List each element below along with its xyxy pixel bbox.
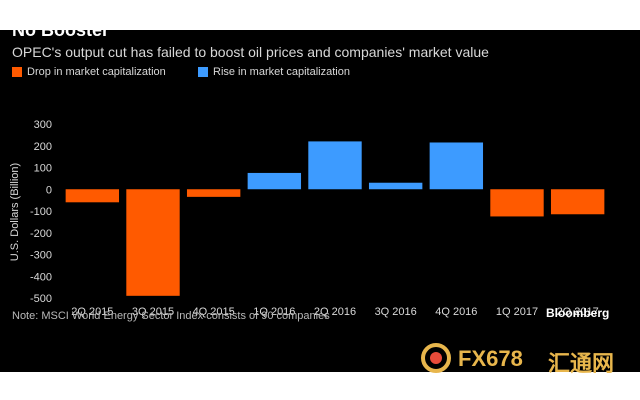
bar-1q-2017 bbox=[490, 189, 544, 217]
brand-logo: Bloomberg bbox=[546, 306, 610, 320]
bar-3q-2015 bbox=[126, 189, 180, 296]
y-tick-label: -200 bbox=[30, 228, 52, 240]
bar-4q-2016 bbox=[429, 142, 484, 190]
legend-label-drop: Drop in market capitalization bbox=[27, 66, 166, 78]
x-tick-label: 1Q 2017 bbox=[496, 306, 538, 318]
x-tick-label: 2Q 2015 bbox=[71, 306, 113, 318]
watermark-text: FX678 bbox=[458, 346, 523, 371]
y-tick-label: 100 bbox=[34, 163, 52, 175]
bar-2q-2015 bbox=[65, 189, 120, 203]
bar-1q-2016 bbox=[247, 172, 302, 190]
y-tick-label: -300 bbox=[30, 250, 52, 262]
chart-subtitle: OPEC's output cut has failed to boost oi… bbox=[12, 44, 489, 60]
x-tick-label: 4Q 2016 bbox=[435, 306, 477, 318]
y-tick-label: -500 bbox=[30, 293, 52, 305]
x-tick-label: 4Q 2015 bbox=[193, 306, 235, 318]
legend-swatch-rise bbox=[198, 67, 208, 77]
legend-label-rise: Rise in market capitalization bbox=[213, 66, 350, 78]
x-tick-label: 1Q 2016 bbox=[253, 306, 295, 318]
legend-item-rise: Rise in market capitalization bbox=[198, 66, 350, 78]
chart-title: No Booster bbox=[12, 20, 110, 40]
footer-note: Note: MSCI World Energy Sector Index con… bbox=[12, 310, 330, 322]
watermark-logo-icon bbox=[420, 342, 452, 379]
bar-3q-2016 bbox=[368, 182, 423, 190]
y-tick-label: 0 bbox=[46, 184, 52, 196]
legend-swatch-drop bbox=[12, 67, 22, 77]
legend-item-drop: Drop in market capitalization bbox=[12, 66, 166, 78]
y-tick-label: 300 bbox=[34, 119, 52, 131]
watermark-cn: 汇通网 bbox=[548, 351, 615, 376]
bar-4q-2015 bbox=[186, 189, 241, 197]
x-tick-label: 3Q 2015 bbox=[132, 306, 174, 318]
x-tick-label: 2Q 2016 bbox=[314, 306, 356, 318]
y-tick-label: -400 bbox=[30, 271, 52, 283]
bar-2q-2016 bbox=[308, 141, 362, 190]
x-tick-label: 3Q 2016 bbox=[375, 306, 417, 318]
bar-2q-2017 bbox=[550, 189, 605, 215]
x-tick-label: 2Q 2017 bbox=[557, 306, 599, 318]
y-tick-label: 200 bbox=[34, 141, 52, 153]
y-tick-label: -100 bbox=[30, 206, 52, 218]
y-axis-label: U.S. Dollars (Billion) bbox=[9, 163, 21, 261]
